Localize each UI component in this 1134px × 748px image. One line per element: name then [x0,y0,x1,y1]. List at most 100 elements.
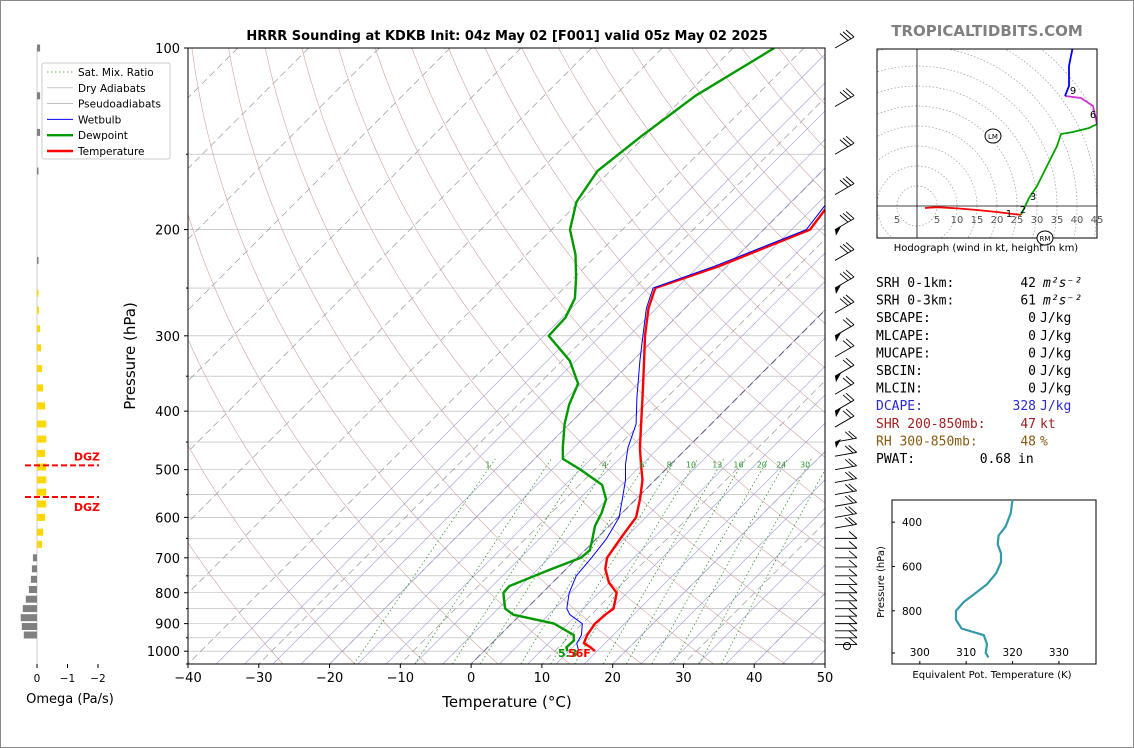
dry-adiabat-line [188,213,499,664]
y-tick-label: 800 [155,587,180,602]
omega-bar [37,306,39,314]
index-row: PWAT: 0.68 in [876,452,1034,467]
wind-barb [834,317,855,342]
index-unit: J/kg [1040,382,1071,397]
mixing-ratio-label: 4 [602,461,607,470]
wind-barb [835,616,858,625]
dry-adiabat-line [191,48,571,664]
theta-e-frame [891,499,1097,665]
wind-barb-feather [845,375,855,384]
wind-barb-feather [842,377,852,386]
wind-barb-feather [844,459,854,467]
wind-barb-feather [845,408,855,417]
pseudoadiabat-line [725,564,825,664]
pseudoadiabat-line [640,479,825,664]
storm-motion-label: LM [988,133,998,141]
wind-barb [834,375,855,395]
wind-barb-staff [834,183,855,195]
wind-barb-feather [848,630,858,639]
wind-barb-feather [848,531,858,539]
index-label: RH 300-850mb: [876,434,978,449]
wind-barb-staff [834,36,855,49]
omega-bar [37,365,43,373]
wind-barb-feather [848,483,857,492]
legend: Sat. Mix. Ratio Dry Adiabats Pseudoadiabat… [41,62,171,160]
pseudoadiabat-line [414,252,825,664]
hodograph-ring-label: 15 [971,215,984,226]
mixing-ratio-label: 13 [712,461,722,470]
y-tick-label: 200 [155,224,180,239]
index-value: 328 [1013,399,1036,414]
dry-adiabat-line [1072,48,1134,664]
hodograph-ring-label: 45 [1091,215,1104,226]
index-value: 42 [1020,276,1036,291]
wind-barb [835,601,858,610]
wind-barb-feather [844,484,854,492]
theta-e-y-tick-label: 800 [902,606,922,618]
mixing-ratio-line [574,458,698,664]
omega-x-label: Omega (Pa/s) [26,692,114,707]
hodograph-segment [924,206,1022,216]
wind-barb-pennant [835,332,841,342]
index-label: MLCAPE: [876,329,931,344]
hodograph-rings [877,49,1097,238]
omega-bar [30,575,37,583]
index-row: SBCAPE: 0 J/kg [876,311,1071,326]
mixing-ratio-label: 1 [485,461,490,470]
index-row: SRH 0-3km: 61 m²s⁻² [876,294,1082,309]
wind-barb [835,550,858,559]
chart-title: HRRR Sounding at KDKB Init: 04z May 02 [… [246,29,767,44]
wind-barb-feather [839,214,849,223]
wind-barb [835,559,858,568]
wind-barb-feather [848,616,858,624]
wind-barb-feather [848,585,858,594]
pseudoadiabat-line [470,309,825,664]
hodograph-height-label: 6 [1090,110,1096,121]
mixing-ratio-labels: 1 4 6 8 10 13 16 20 24 30 [485,461,810,470]
omega-bars [20,44,47,639]
hodograph-frame [876,48,1098,239]
omega-bar [37,256,39,264]
omega-bar [37,449,46,457]
y-tick-label: 700 [155,552,180,567]
index-value: 48 [1020,434,1036,449]
wind-barb [835,540,858,549]
hodograph-ring-label: 5 [934,215,940,226]
wind-barb [835,568,858,577]
pseudoadiabat-line [669,507,825,664]
omega-bar [32,554,37,562]
legend-label: Sat. Mix. Ratio [78,67,154,79]
pseudoadiabat-line [244,82,825,664]
y-tick-label: 1000 [147,645,180,660]
dry-adiabat-line [594,48,825,325]
wind-barb-feather [842,213,852,221]
wind-barb-pennant [835,226,841,236]
wind-barb-feather [842,410,852,419]
index-row: RH 300-850mb: 48% [876,434,1048,449]
wind-barb [835,585,858,594]
wind-barb [835,531,858,539]
wind-barb-feather [842,359,852,368]
wind-barb-staff [834,478,857,483]
wind-barb [834,445,857,457]
wind-barb-feather [845,88,855,96]
index-unit: % [1040,434,1048,449]
wind-barb-feather [842,178,852,186]
wind-barb-feather [842,137,852,146]
omega-bar [28,586,37,593]
dry-adiabat-line [338,48,825,643]
index-value: 0 [1028,346,1036,361]
omega-x-tick-label: 0 [34,673,41,685]
wind-barb-feather [839,139,849,148]
wind-barb-feather [845,176,855,184]
wind-barb-staff [834,276,855,289]
wind-barb-feather [848,623,858,632]
omega-bar [37,402,46,410]
mixing-ratio-label: 10 [686,461,696,470]
omega-bar [31,565,37,573]
omega-bar [37,289,39,297]
pseudoadiabat-line [810,649,825,664]
x-tick-label: −20 [316,671,343,686]
wind-barb-feather [848,593,858,602]
wind-barb-staff [834,364,855,377]
